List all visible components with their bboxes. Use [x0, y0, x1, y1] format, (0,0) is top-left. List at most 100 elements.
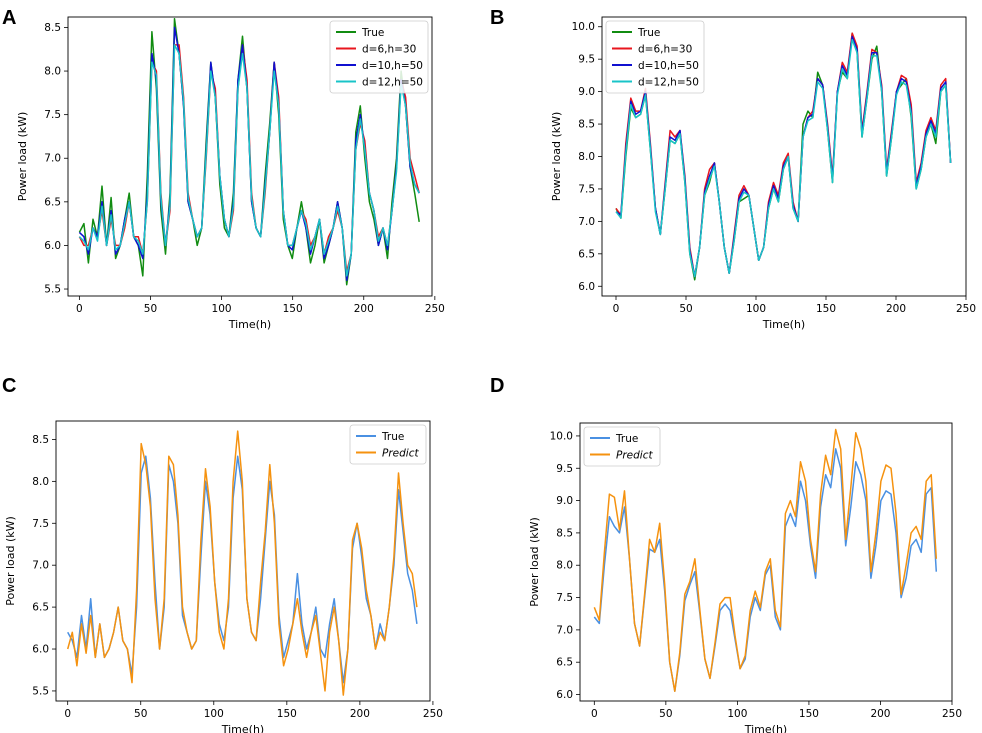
chart-panel-a: A 0 50 100 150 200 250 5.5 6.0 6.5 7.0 7.5 8.0 8.5 Tim…	[2, 7, 445, 331]
y-tick-label: 7.0	[578, 216, 595, 228]
y-tick-label: 8.0	[556, 560, 573, 572]
legend-label: d=6,h=30	[362, 44, 416, 56]
chart-panel-d: D 0 50 100 150 200 250 6.0 6.5 7.0 7.5 8.0 8.5 9.0 9.5…	[490, 375, 962, 733]
y-tick-label: 10.0	[572, 21, 595, 33]
y-tick-label: 5.5	[44, 284, 61, 296]
legend: True d=6,h=30 d=10,h=50 d=12,h=50	[605, 20, 705, 94]
y-tick-label: 6.5	[578, 248, 595, 260]
legend-box	[605, 20, 705, 94]
panel-letter: B	[490, 7, 504, 29]
series-line-predict	[593, 428, 938, 693]
x-tick-label: 0	[76, 303, 83, 315]
legend: True Predict	[583, 426, 661, 467]
legend-label: True	[381, 431, 404, 443]
y-tick-label: 6.0	[32, 644, 49, 656]
y-tick-label: 8.5	[32, 434, 49, 446]
y-tick-label: 5.5	[32, 685, 49, 697]
x-tick-label: 100	[204, 708, 224, 720]
legend-label: d=6,h=30	[638, 44, 692, 56]
legend-box	[349, 424, 427, 465]
x-tick-label: 200	[354, 303, 374, 315]
x-tick-label: 200	[886, 303, 906, 315]
x-tick-label: 50	[679, 303, 692, 315]
x-axis-label: Time(h)	[744, 723, 787, 733]
y-tick-label: 7.5	[32, 518, 49, 530]
legend-box	[329, 20, 429, 94]
x-tick-label: 250	[423, 708, 443, 720]
y-tick-label: 6.5	[44, 196, 61, 208]
y-axis-label: Power load (kW)	[4, 516, 17, 606]
x-tick-label: 150	[799, 708, 819, 720]
y-tick-label: 7.5	[44, 109, 61, 121]
panel-letter: A	[2, 7, 16, 29]
x-axis-label: Time(h)	[228, 318, 271, 331]
y-tick-label: 6.0	[556, 689, 573, 701]
plot-frame	[55, 420, 431, 702]
y-tick-label: 8.0	[44, 66, 61, 78]
x-tick-label: 150	[816, 303, 836, 315]
legend-label: True	[615, 433, 638, 445]
series-group	[615, 32, 952, 281]
y-tick-label: 9.0	[556, 495, 573, 507]
chart-panel-b: B 0 50 100 150 200 250 6.0 6.5 7.0 7.5 8.0 8.5 9.0 9.5…	[490, 7, 976, 331]
x-axis-label: Time(h)	[221, 723, 264, 733]
x-tick-label: 100	[746, 303, 766, 315]
y-axis-label: Power load (kW)	[16, 112, 29, 202]
x-axis-label: Time(h)	[762, 318, 805, 331]
x-tick-label: 250	[942, 708, 962, 720]
x-tick-label: 0	[613, 303, 620, 315]
legend-label: d=12,h=50	[362, 77, 423, 89]
y-tick-label: 8.5	[556, 527, 573, 539]
x-tick-label: 150	[283, 303, 303, 315]
x-tick-label: 250	[956, 303, 976, 315]
y-tick-label: 7.0	[32, 560, 49, 572]
series-group	[66, 430, 418, 696]
legend-label: True	[361, 27, 384, 39]
y-tick-label: 6.0	[44, 240, 61, 252]
y-tick-label: 7.0	[44, 153, 61, 165]
x-tick-label: 50	[134, 708, 147, 720]
y-tick-label: 8.0	[578, 151, 595, 163]
legend: True d=6,h=30 d=10,h=50 d=12,h=50	[329, 20, 429, 94]
x-tick-label: 100	[727, 708, 747, 720]
y-tick-label: 9.0	[578, 86, 595, 98]
series-line-d-12-h-50	[615, 38, 952, 278]
y-tick-label: 8.0	[32, 476, 49, 488]
x-tick-label: 100	[212, 303, 232, 315]
y-axis-label: Power load (kW)	[528, 517, 541, 607]
y-tick-label: 8.5	[578, 119, 595, 131]
plot-frame	[579, 422, 953, 702]
legend-label: d=10,h=50	[362, 60, 423, 72]
series-group	[78, 17, 420, 286]
legend-label: d=12,h=50	[638, 77, 699, 89]
x-tick-label: 150	[277, 708, 297, 720]
y-tick-label: 6.5	[32, 602, 49, 614]
panel-letter: D	[490, 375, 504, 397]
series-group	[593, 428, 938, 693]
series-line-predict	[66, 430, 418, 696]
y-tick-label: 7.5	[556, 592, 573, 604]
y-tick-label: 7.0	[556, 624, 573, 636]
panel-letter: C	[2, 375, 16, 397]
x-tick-label: 0	[64, 708, 71, 720]
y-tick-label: 9.5	[578, 54, 595, 66]
x-tick-label: 200	[350, 708, 370, 720]
x-tick-label: 0	[591, 708, 598, 720]
legend-label: Predict	[382, 448, 419, 460]
legend-box	[583, 426, 661, 467]
y-tick-label: 6.5	[556, 657, 573, 669]
y-axis-label: Power load (kW)	[550, 112, 563, 202]
x-tick-label: 250	[425, 303, 445, 315]
legend-label: d=10,h=50	[638, 60, 699, 72]
legend: True Predict	[349, 424, 427, 465]
chart-panel-c: C 0 50 100 150 200 250 5.5 6.0 6.5 7.0 7.5 8.0 8.5 Tim…	[2, 375, 443, 733]
y-tick-label: 9.5	[556, 463, 573, 475]
legend-label: Predict	[616, 450, 653, 462]
x-tick-label: 200	[870, 708, 890, 720]
x-tick-label: 50	[144, 303, 157, 315]
y-tick-label: 6.0	[578, 281, 595, 293]
legend-label: True	[637, 27, 660, 39]
y-tick-label: 7.5	[578, 183, 595, 195]
x-tick-label: 50	[659, 708, 672, 720]
